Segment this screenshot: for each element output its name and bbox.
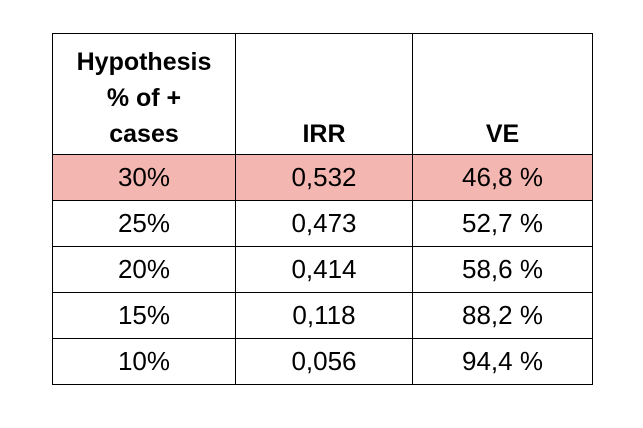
ve-cell: 94,4 % bbox=[412, 338, 593, 385]
irr-cell: 0,056 bbox=[235, 338, 413, 385]
hypothesis-cell: 30% bbox=[52, 154, 236, 201]
table-row: 25% 0,473 52,7 % bbox=[52, 200, 593, 247]
ve-cell: 46,8 % bbox=[412, 154, 593, 201]
ve-cell: 88,2 % bbox=[412, 292, 593, 339]
ve-cell: 58,6 % bbox=[412, 246, 593, 293]
hypothesis-cell: 10% bbox=[52, 338, 236, 385]
results-table: Hypothesis % of + cases IRR VE 30% 0,532… bbox=[52, 33, 593, 385]
irr-cell: 0,473 bbox=[235, 200, 413, 247]
irr-cell: 0,532 bbox=[235, 154, 413, 201]
table-row: 15% 0,118 88,2 % bbox=[52, 292, 593, 339]
header-hypothesis: Hypothesis % of + cases bbox=[52, 33, 236, 155]
table-row: 20% 0,414 58,6 % bbox=[52, 246, 593, 293]
hypothesis-cell: 25% bbox=[52, 200, 236, 247]
table-row: 30% 0,532 46,8 % bbox=[52, 154, 593, 201]
header-row: Hypothesis % of + cases IRR VE bbox=[52, 33, 593, 155]
hypothesis-cell: 20% bbox=[52, 246, 236, 293]
table-row: 10% 0,056 94,4 % bbox=[52, 338, 593, 385]
ve-cell: 52,7 % bbox=[412, 200, 593, 247]
irr-cell: 0,414 bbox=[235, 246, 413, 293]
header-ve: VE bbox=[412, 33, 593, 155]
hypothesis-cell: 15% bbox=[52, 292, 236, 339]
irr-cell: 0,118 bbox=[235, 292, 413, 339]
header-irr: IRR bbox=[235, 33, 413, 155]
